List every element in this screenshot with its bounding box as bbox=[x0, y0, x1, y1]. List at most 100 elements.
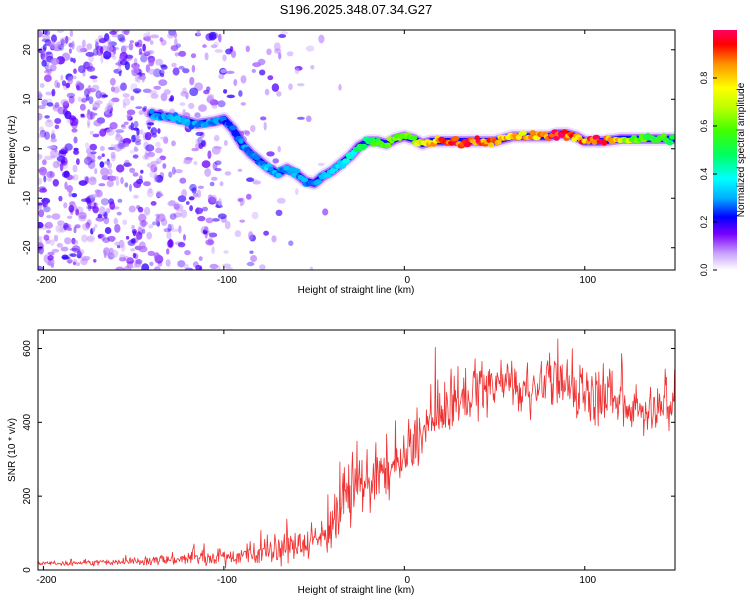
noise-blob bbox=[212, 161, 218, 171]
noise-blob bbox=[39, 188, 43, 193]
noise-blob bbox=[99, 206, 106, 215]
noise-blob bbox=[155, 147, 163, 154]
noise-blob bbox=[114, 85, 122, 93]
noise-blob bbox=[167, 200, 177, 207]
noise-blob bbox=[160, 39, 167, 46]
noise-blob bbox=[138, 213, 147, 223]
noise-blob bbox=[92, 227, 96, 232]
noise-blob bbox=[148, 57, 155, 67]
noise-blob bbox=[220, 68, 227, 74]
snr-frame bbox=[37, 329, 676, 571]
noise-blob bbox=[141, 228, 146, 234]
noise-blob bbox=[276, 197, 286, 204]
noise-blob bbox=[46, 102, 54, 107]
noise-blob bbox=[184, 250, 191, 256]
noise-blob bbox=[237, 168, 243, 172]
noise-blob bbox=[94, 224, 98, 229]
noise-blob bbox=[94, 168, 98, 175]
noise-blob bbox=[142, 154, 151, 161]
ridge-cell bbox=[231, 131, 239, 137]
noise-blob bbox=[150, 164, 158, 173]
noise-blob bbox=[224, 171, 232, 176]
noise-blob bbox=[109, 201, 116, 210]
noise-blob bbox=[150, 34, 160, 39]
noise-blob bbox=[125, 258, 134, 262]
noise-blob bbox=[91, 84, 100, 92]
noise-blob bbox=[217, 100, 226, 108]
noise-blob bbox=[167, 239, 174, 248]
noise-blob bbox=[182, 160, 191, 165]
noise-blob bbox=[93, 259, 97, 263]
noise-blob bbox=[60, 38, 65, 46]
noise-blob bbox=[233, 79, 238, 86]
noise-blob bbox=[86, 66, 96, 72]
noise-blob bbox=[98, 217, 104, 222]
noise-blob bbox=[43, 70, 50, 74]
noise-blob bbox=[43, 30, 48, 35]
noise-blob bbox=[44, 30, 51, 36]
noise-blob bbox=[266, 48, 272, 56]
noise-blob bbox=[119, 254, 126, 259]
frequency-ridge bbox=[144, 107, 675, 191]
noise-blob bbox=[209, 263, 219, 269]
noise-blob bbox=[79, 103, 86, 111]
noise-blob bbox=[159, 37, 164, 42]
noise-blob bbox=[87, 118, 91, 127]
noise-blob bbox=[46, 177, 53, 182]
noise-blob bbox=[99, 128, 107, 137]
ridge-cell bbox=[229, 125, 237, 131]
noise-blob bbox=[47, 251, 55, 256]
noise-blob bbox=[118, 239, 125, 249]
noise-blob bbox=[107, 162, 112, 169]
noise-blob bbox=[89, 130, 94, 135]
noise-blob bbox=[103, 249, 107, 259]
noise-blob bbox=[239, 219, 246, 223]
noise-blob bbox=[115, 266, 125, 270]
ridge-cell bbox=[528, 134, 534, 140]
noise-blob bbox=[38, 265, 44, 270]
noise-blob bbox=[191, 187, 197, 194]
noise-blob bbox=[50, 138, 57, 143]
noise-blob bbox=[207, 194, 213, 202]
noise-blob bbox=[322, 208, 329, 216]
noise-blob bbox=[163, 228, 171, 233]
noise-blob bbox=[137, 206, 144, 213]
noise-blob bbox=[211, 218, 220, 222]
noise-blob bbox=[205, 217, 214, 224]
noise-blob bbox=[38, 236, 43, 240]
y-tick-label: 0 bbox=[22, 567, 33, 573]
noise-blob bbox=[62, 171, 70, 178]
noise-blob bbox=[179, 102, 186, 106]
noise-blob bbox=[305, 45, 315, 52]
noise-blob bbox=[234, 230, 242, 238]
noise-blob bbox=[67, 215, 73, 219]
noise-blob bbox=[123, 121, 129, 126]
noise-blob bbox=[110, 151, 116, 159]
noise-blob bbox=[89, 75, 98, 80]
noise-blob bbox=[166, 231, 172, 240]
noise-blob bbox=[64, 143, 73, 151]
noise-blob bbox=[101, 94, 108, 98]
noise-blob bbox=[167, 33, 174, 39]
noise-blob bbox=[138, 245, 148, 253]
noise-blob bbox=[45, 91, 52, 96]
noise-blob bbox=[160, 136, 168, 140]
noise-blob bbox=[50, 263, 54, 268]
noise-blob bbox=[88, 96, 94, 105]
noise-blob bbox=[195, 131, 204, 136]
noise-blob bbox=[67, 76, 73, 85]
spectrogram-x-ticks: -200 -100 0 100 bbox=[36, 30, 597, 286]
noise-blob bbox=[211, 176, 218, 181]
noise-blob bbox=[38, 133, 45, 138]
noise-blob bbox=[252, 62, 262, 68]
noise-blob bbox=[113, 143, 123, 152]
noise-blob bbox=[46, 170, 55, 179]
noise-blob bbox=[129, 167, 136, 173]
noise-blob bbox=[267, 75, 274, 81]
ridge-cell bbox=[238, 138, 244, 144]
noise-blob bbox=[51, 129, 56, 139]
noise-blob bbox=[132, 172, 139, 177]
noise-blob bbox=[266, 151, 275, 157]
noise-blob bbox=[66, 92, 76, 99]
noise-blob bbox=[194, 207, 204, 215]
